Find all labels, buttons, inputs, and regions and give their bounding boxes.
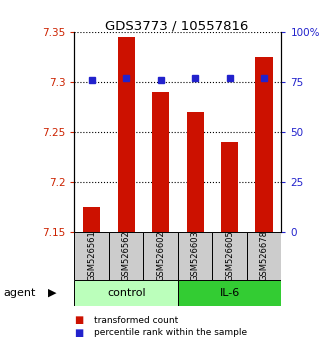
FancyBboxPatch shape <box>178 280 281 306</box>
Bar <box>152 92 169 232</box>
FancyBboxPatch shape <box>74 232 109 280</box>
Text: ■: ■ <box>74 328 84 338</box>
Text: GSM526678: GSM526678 <box>260 230 269 281</box>
Text: GSM526602: GSM526602 <box>156 230 165 281</box>
FancyBboxPatch shape <box>247 232 281 280</box>
Text: GDS3773 / 10557816: GDS3773 / 10557816 <box>105 19 249 33</box>
Text: control: control <box>107 288 146 298</box>
Text: IL-6: IL-6 <box>219 288 240 298</box>
Bar <box>187 112 204 232</box>
Text: ■: ■ <box>74 315 84 325</box>
Bar <box>83 207 100 232</box>
FancyBboxPatch shape <box>143 232 178 280</box>
Bar <box>118 37 135 232</box>
Text: GSM526562: GSM526562 <box>122 230 131 281</box>
Text: GSM526603: GSM526603 <box>191 230 200 281</box>
FancyBboxPatch shape <box>213 232 247 280</box>
Bar <box>221 142 238 232</box>
Text: ▶: ▶ <box>48 288 57 298</box>
FancyBboxPatch shape <box>74 280 178 306</box>
Text: agent: agent <box>3 288 36 298</box>
Text: GSM526561: GSM526561 <box>87 230 96 281</box>
Text: GSM526605: GSM526605 <box>225 230 234 281</box>
Bar <box>256 57 273 232</box>
Text: transformed count: transformed count <box>94 316 179 325</box>
Text: percentile rank within the sample: percentile rank within the sample <box>94 328 248 337</box>
FancyBboxPatch shape <box>178 232 213 280</box>
FancyBboxPatch shape <box>109 232 143 280</box>
